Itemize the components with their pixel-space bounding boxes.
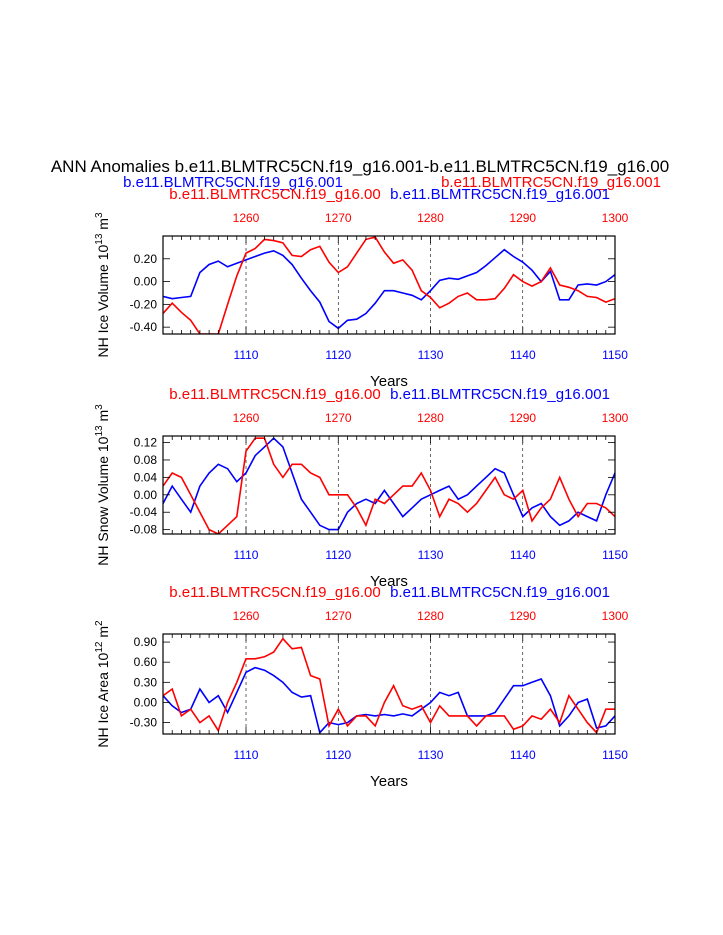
x-top-tick-label: 1270 bbox=[325, 609, 352, 623]
x-bottom-tick-label: 1110 bbox=[234, 348, 259, 362]
x-bottom-tick-label: 1120 bbox=[325, 748, 351, 762]
panel-3: 1110 1120 1130 1140 1150 1260 1270 1280 1290 1300… bbox=[94, 584, 629, 790]
panel-top-label-blue: b.e11.BLMTRC5CN.f19_g16.001 bbox=[390, 584, 610, 601]
y-axis-title: NH Ice Volume 1013 m3 bbox=[94, 212, 111, 358]
x-bottom-tick-label: 1140 bbox=[510, 548, 536, 562]
panel-1: 1110 1120 1130 1140 1150 1260 1270 1280 1290 1300… bbox=[94, 186, 629, 390]
y-axis-title-main: NH Ice Area 10 bbox=[95, 652, 111, 747]
panel-top-label-blue: b.e11.BLMTRC5CN.f19_g16.001 bbox=[390, 386, 610, 403]
x-top-tick-label: 1300 bbox=[602, 411, 629, 425]
y-tick-label: -0.08 bbox=[130, 523, 158, 537]
panel-top-label-red: b.e11.BLMTRC5CN.f19_g16.00 bbox=[169, 386, 381, 403]
x-top-tick-label: 1300 bbox=[602, 211, 629, 225]
x-top-tick-label: 1260 bbox=[233, 411, 260, 425]
y-tick-label: 0.12 bbox=[134, 436, 158, 450]
x-axis-title: Years bbox=[370, 773, 408, 790]
legend-right-title: b.e11.BLMTRC5CN.f19_g16.001 bbox=[441, 174, 661, 191]
x-bottom-tick-label: 1130 bbox=[418, 748, 444, 762]
x-top-tick-label: 1290 bbox=[509, 211, 536, 225]
x-top-tick-label: 1260 bbox=[233, 211, 260, 225]
series-line-red bbox=[163, 437, 615, 534]
x-bottom-tick-label: 1120 bbox=[325, 548, 351, 562]
y-axis-title-unit: m bbox=[95, 410, 111, 426]
series-line-blue bbox=[163, 437, 615, 531]
y-tick-label: -0.20 bbox=[130, 297, 158, 311]
x-bottom-tick-label: 1150 bbox=[602, 348, 628, 362]
plot-frame bbox=[162, 633, 616, 735]
x-top-tick-label: 1260 bbox=[233, 609, 260, 623]
y-axis-title-main: NH Snow Volume 10 bbox=[95, 436, 111, 565]
x-bottom-tick-label: 1110 bbox=[234, 548, 259, 562]
x-bottom-tick-label: 1140 bbox=[510, 348, 536, 362]
legend-left-title: b.e11.BLMTRC5CN.f19_g16.001 bbox=[123, 174, 343, 191]
x-axis-title: Years bbox=[370, 373, 408, 390]
y-tick-label: 0.90 bbox=[134, 635, 158, 649]
y-tick-label: 0.60 bbox=[134, 655, 158, 669]
x-top-tick-label: 1290 bbox=[509, 411, 536, 425]
x-top-tick-label: 1280 bbox=[417, 211, 444, 225]
x-bottom-tick-label: 1140 bbox=[510, 748, 536, 762]
x-bottom-tick-label: 1120 bbox=[325, 348, 351, 362]
y-tick-label: -0.30 bbox=[130, 716, 158, 730]
series-line-blue bbox=[163, 248, 615, 330]
series-line-blue bbox=[163, 666, 615, 734]
y-axis-title-main: NH Ice Volume 10 bbox=[95, 244, 111, 357]
x-top-tick-label: 1280 bbox=[417, 609, 444, 623]
y-tick-label: 0.00 bbox=[134, 488, 158, 502]
y-tick-label: -0.04 bbox=[130, 505, 158, 519]
series-line-red bbox=[163, 637, 615, 734]
y-axis-title-unit-exp: 3 bbox=[94, 212, 105, 218]
x-top-tick-label: 1270 bbox=[325, 411, 352, 425]
y-axis-title-exp: 12 bbox=[94, 641, 105, 653]
x-top-tick-label: 1280 bbox=[417, 411, 444, 425]
panel-2: 1110 1120 1130 1140 1150 1260 1270 1280 1290 1300… bbox=[94, 386, 629, 590]
x-axis-title: Years bbox=[370, 573, 408, 590]
y-tick-label: 0.00 bbox=[134, 695, 158, 709]
y-axis-title-unit-exp: 2 bbox=[94, 620, 105, 626]
y-axis-title: NH Ice Area 1012 m2 bbox=[94, 620, 111, 748]
y-tick-label: 0.30 bbox=[134, 675, 158, 689]
y-axis-title-unit: m bbox=[95, 626, 111, 642]
x-bottom-tick-label: 1130 bbox=[418, 348, 444, 362]
y-tick-label: 0.20 bbox=[134, 252, 158, 266]
y-tick-label: 0.04 bbox=[134, 470, 158, 484]
y-axis-title-exp: 13 bbox=[94, 425, 105, 437]
x-top-tick-label: 1300 bbox=[602, 609, 629, 623]
y-tick-label: 0.00 bbox=[134, 275, 158, 289]
series-line-red bbox=[163, 236, 615, 334]
y-tick-label: -0.40 bbox=[130, 320, 158, 334]
y-tick-label: 0.08 bbox=[134, 453, 158, 467]
x-bottom-tick-label: 1150 bbox=[602, 748, 628, 762]
plot-frame bbox=[162, 435, 616, 535]
panel-top-label-red: b.e11.BLMTRC5CN.f19_g16.00 bbox=[169, 584, 381, 601]
x-bottom-tick-label: 1130 bbox=[418, 548, 444, 562]
y-axis-title-exp: 13 bbox=[94, 233, 105, 245]
panel-top-label-blue: b.e11.BLMTRC5CN.f19_g16.001 bbox=[390, 186, 610, 203]
y-axis-title-unit: m bbox=[95, 218, 111, 234]
plot-frame bbox=[162, 235, 616, 335]
y-axis-title-unit-exp: 3 bbox=[94, 404, 105, 410]
x-top-tick-label: 1270 bbox=[325, 211, 352, 225]
x-bottom-tick-label: 1110 bbox=[234, 748, 259, 762]
x-bottom-tick-label: 1150 bbox=[602, 548, 628, 562]
x-top-tick-label: 1290 bbox=[509, 609, 536, 623]
main-title: ANN Anomalies b.e11.BLMTRC5CN.f19_g16.00… bbox=[51, 157, 669, 176]
panel-top-label-red: b.e11.BLMTRC5CN.f19_g16.00 bbox=[169, 186, 381, 203]
y-axis-title: NH Snow Volume 1013 m3 bbox=[94, 404, 111, 566]
chart-panels: 1110 1120 1130 1140 1150 1260 1270 1280 1290 1300… bbox=[94, 186, 629, 790]
